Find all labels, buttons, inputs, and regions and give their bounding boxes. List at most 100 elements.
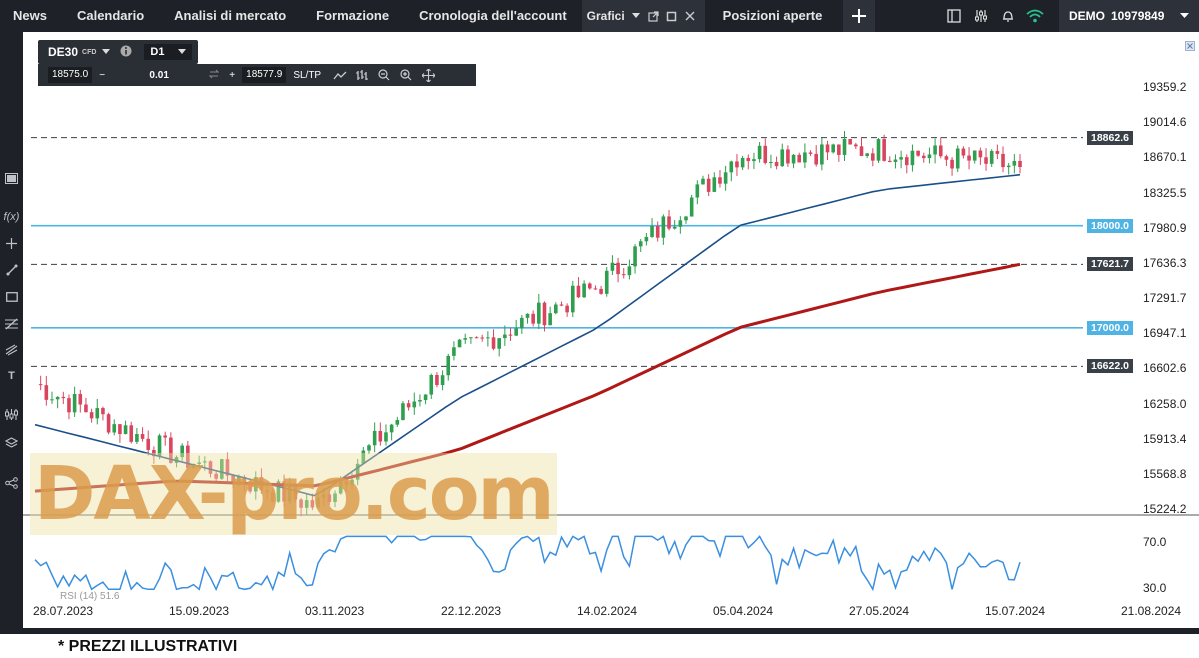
candle-body <box>752 159 756 162</box>
nav-formazione[interactable]: Formazione <box>316 8 390 23</box>
candle-body <box>701 178 705 185</box>
indicators-icon[interactable]: f(x) <box>3 210 20 223</box>
volume-increase[interactable]: + <box>229 69 236 81</box>
candle-body <box>135 434 139 442</box>
candle-body <box>712 177 717 192</box>
candle-body <box>287 486 292 502</box>
price-chart[interactable] <box>23 32 1199 628</box>
share-icon[interactable] <box>3 474 20 491</box>
info-icon[interactable] <box>120 45 132 60</box>
move-icon[interactable] <box>417 64 439 86</box>
instrument-panel: DE30 CFD D1 <box>38 40 198 64</box>
nav-calendario[interactable]: Calendario <box>76 8 145 23</box>
trendline-icon[interactable] <box>3 261 20 278</box>
chevron-down-icon[interactable] <box>629 9 643 23</box>
candles-layer <box>38 131 1022 517</box>
bell-icon[interactable] <box>995 0 1021 32</box>
add-tab-button[interactable] <box>843 0 876 32</box>
sell-price[interactable]: 18575.0 <box>48 67 93 83</box>
date-tick: 21.08.2024 <box>1121 604 1182 618</box>
candle-body <box>570 285 575 313</box>
level-price-tag: 18862.6 <box>1087 130 1133 145</box>
candle-body <box>406 403 411 408</box>
candle-body <box>684 216 688 221</box>
account-number: 10979849 <box>1111 9 1165 23</box>
rectangle-icon[interactable] <box>3 288 20 305</box>
candle-body <box>310 500 315 508</box>
candle-body <box>525 313 530 318</box>
candle-body <box>412 401 417 408</box>
layers-icon[interactable] <box>3 434 20 451</box>
ad-close-icon[interactable] <box>1185 38 1195 51</box>
candle-body <box>706 178 711 192</box>
candle-body <box>893 159 898 162</box>
nav-cronologia[interactable]: Cronologia dell'account <box>419 8 567 23</box>
sltp-button[interactable]: SL/TP <box>293 69 322 81</box>
candle-body <box>678 220 683 227</box>
candle-body <box>480 337 485 339</box>
candle-body <box>791 154 796 164</box>
settings-sliders-icon[interactable] <box>968 0 994 32</box>
rsi-tick: 70.0 <box>1143 535 1167 549</box>
chevron-down-icon <box>178 49 187 54</box>
price-tick: 19014.6 <box>1143 115 1187 130</box>
pitchfork-icon[interactable] <box>3 341 20 358</box>
volume-input[interactable]: 0.01 <box>149 69 169 81</box>
chart-area[interactable] <box>23 32 1199 628</box>
popout-icon[interactable] <box>647 9 661 23</box>
levels-layer <box>23 137 1199 516</box>
line-chart-icon[interactable] <box>329 64 351 86</box>
instrument-symbol[interactable]: DE30 <box>48 45 79 59</box>
candle-body <box>355 463 360 480</box>
bar-chart-icon[interactable] <box>351 64 373 86</box>
candle-body <box>661 216 666 238</box>
zoom-in-icon[interactable] <box>395 64 417 86</box>
timeframe-selector[interactable]: D1 <box>144 44 193 60</box>
candle-body <box>146 438 151 450</box>
candle-body <box>746 157 751 162</box>
candle-body <box>565 305 569 313</box>
candle-body <box>938 145 943 157</box>
fibonacci-icon[interactable] <box>3 315 20 332</box>
ma-slow-line <box>34 262 1021 493</box>
chevron-down-icon[interactable] <box>102 46 111 58</box>
candle-body <box>910 150 915 166</box>
tab-grafici[interactable]: Grafici <box>581 0 705 32</box>
buy-price[interactable]: 18577.9 <box>242 67 287 83</box>
swap-icon[interactable] <box>208 69 225 82</box>
candle-body <box>984 157 988 164</box>
maximize-icon[interactable] <box>665 9 679 23</box>
layout-icon[interactable] <box>941 0 967 32</box>
close-icon[interactable] <box>683 9 697 23</box>
candle-body <box>389 424 394 433</box>
candle-body <box>1001 153 1005 168</box>
candle-body <box>327 494 332 502</box>
candle-body <box>735 161 739 168</box>
candle-body <box>638 241 643 247</box>
candle-body <box>401 403 405 421</box>
candle-body <box>916 150 920 156</box>
candle-body <box>757 145 762 160</box>
crosshair-icon[interactable] <box>3 235 20 252</box>
trade-panel: 18575.0 − 0.01 + 18577.9 SL/TP <box>38 64 476 86</box>
candle-body <box>599 288 603 294</box>
candle-body <box>169 437 173 463</box>
nav-news[interactable]: News <box>13 8 47 23</box>
candle-body <box>548 313 552 326</box>
candle-body <box>214 473 218 479</box>
candle-body <box>740 157 745 168</box>
volume-decrease[interactable]: − <box>99 69 106 81</box>
text-tool-icon[interactable]: T <box>8 369 15 382</box>
nav-analisi[interactable]: Analisi di mercato <box>174 8 287 23</box>
date-tick: 27.05.2024 <box>849 604 910 618</box>
candle-body <box>429 374 434 395</box>
chart-type-icon[interactable] <box>3 170 20 187</box>
candle-body <box>876 139 881 161</box>
candle-body <box>865 153 869 156</box>
candle-body <box>978 150 983 158</box>
objects-icon[interactable] <box>3 406 20 423</box>
account-selector[interactable]: DEMO 10979849 <box>1059 0 1199 32</box>
tab-posizioni-aperte[interactable]: Posizioni aperte <box>722 8 823 23</box>
zoom-out-icon[interactable] <box>373 64 395 86</box>
candle-body <box>129 425 134 442</box>
